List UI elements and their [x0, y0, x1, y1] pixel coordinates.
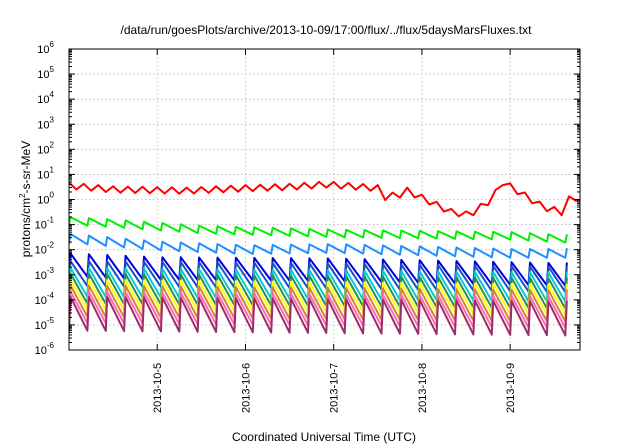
grid: [69, 49, 580, 350]
x-tick-label: 2013-10-6: [240, 363, 252, 413]
y-tick-label: 106: [37, 40, 54, 56]
series-line-6: [69, 266, 568, 303]
y-tick-label: 10-5: [35, 316, 55, 332]
series-group: [69, 180, 578, 337]
y-tick-label: 10-2: [35, 241, 55, 257]
x-tick-label: 2013-10-9: [505, 363, 517, 413]
series-line-2: [69, 216, 568, 244]
series-line-1: [69, 180, 578, 218]
y-axis-label: protons/cm2-s-sr-MeV: [18, 141, 33, 257]
series-line-11: [69, 295, 568, 337]
y-tick-label: 10-3: [35, 266, 55, 282]
series-line-9: [69, 284, 568, 323]
x-axis-label: Coordinated Universal Time (UTC): [232, 430, 416, 444]
axis-ticks: [69, 48, 580, 351]
y-tick-label: 10-4: [35, 291, 55, 307]
y-tick-label: 104: [37, 90, 54, 106]
y-tick-label: 10-6: [35, 341, 55, 357]
y-tick-label: 101: [37, 165, 54, 181]
y-tick-label: 100: [37, 191, 54, 207]
y-tick-label: 105: [37, 65, 54, 81]
series-line-8: [69, 278, 568, 316]
series-line-4: [69, 252, 568, 287]
x-tick-label: 2013-10-5: [152, 363, 164, 413]
y-tick-label: 10-1: [35, 216, 55, 232]
x-tick-labels: 2013-10-5 2013-10-6 2013-10-7 2013-10-8 2013…: [152, 363, 517, 413]
series-line-5: [69, 260, 568, 294]
y-tick-labels: 10-6 10-5 10-4 10-3 10-2 10-1 100 101 102 103 104 1…: [35, 40, 55, 357]
series-line-7: [69, 272, 568, 310]
y-tick-label: 103: [37, 115, 54, 131]
chart-title: /data/run/goesPlots/archive/2013-10-09/1…: [121, 23, 533, 37]
y-tick-label: 102: [37, 140, 54, 156]
series-line-10: [69, 290, 568, 329]
series-line-3: [69, 233, 568, 259]
x-tick-label: 2013-10-7: [329, 363, 341, 413]
x-tick-label: 2013-10-8: [417, 363, 429, 413]
